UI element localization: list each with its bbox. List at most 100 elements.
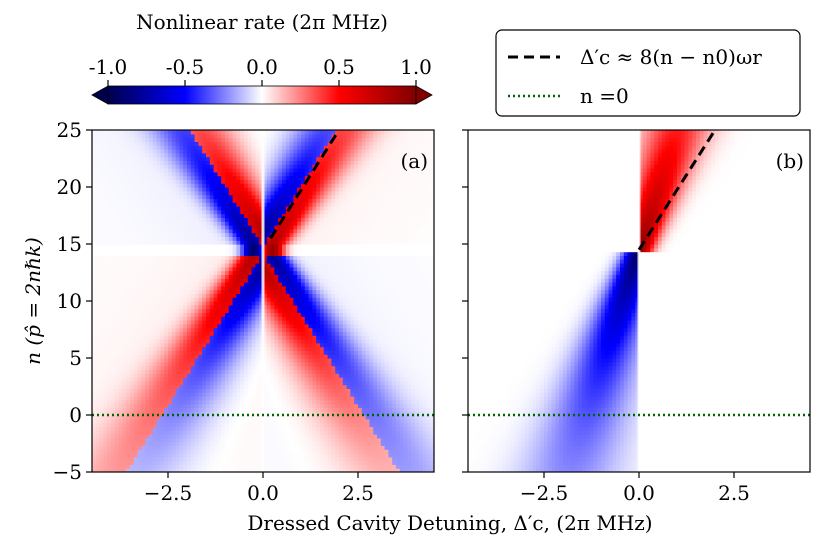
heatmap-cell xyxy=(236,130,241,135)
heatmap-cell xyxy=(274,384,279,389)
heatmap-cell xyxy=(160,301,165,306)
heatmap-cell xyxy=(95,247,101,253)
heatmap-cell xyxy=(240,217,245,222)
heatmap-cell xyxy=(99,270,104,275)
heatmap-cell xyxy=(244,255,249,260)
heatmap-cell xyxy=(285,320,291,325)
heatmap-cell xyxy=(156,156,161,161)
heatmap-cell xyxy=(152,316,158,321)
heatmap-cell xyxy=(187,209,192,215)
heatmap-cell xyxy=(149,441,154,446)
heatmap-cell xyxy=(95,434,101,439)
heatmap-cell xyxy=(213,282,218,287)
heatmap-cell xyxy=(118,327,123,332)
heatmap-cell xyxy=(266,209,272,215)
heatmap-cell xyxy=(236,187,241,192)
heatmap-cell xyxy=(137,255,142,260)
heatmap-cell xyxy=(289,293,294,298)
heatmap-cell xyxy=(259,133,264,139)
heatmap-cell xyxy=(168,190,173,196)
heatmap-cell xyxy=(152,156,158,161)
heatmap-cell xyxy=(209,209,215,215)
heatmap-cell xyxy=(198,145,203,150)
heatmap-cell xyxy=(247,342,253,348)
heatmap-cell xyxy=(171,350,177,355)
heatmap-cell xyxy=(168,449,173,454)
heatmap-cell xyxy=(266,350,272,355)
heatmap-cell xyxy=(114,399,120,405)
heatmap-cell xyxy=(244,141,249,146)
heatmap-cell xyxy=(92,183,97,188)
heatmap-cell xyxy=(164,449,169,454)
heatmap-cell xyxy=(141,384,146,389)
heatmap-cell xyxy=(145,422,150,427)
heatmap-cell xyxy=(301,445,306,450)
heatmap-cell xyxy=(168,418,173,424)
heatmap-cell xyxy=(160,403,165,408)
heatmap-cell xyxy=(259,217,264,222)
heatmap-cell xyxy=(114,411,120,416)
heatmap-cell xyxy=(152,213,158,218)
heatmap-cell xyxy=(282,247,287,253)
heatmap-cell xyxy=(149,373,154,378)
heatmap-cell xyxy=(190,190,196,196)
heatmap-cell xyxy=(236,164,241,169)
heatmap-cell xyxy=(251,342,256,348)
heatmap-cell xyxy=(126,228,131,234)
heatmap-cell xyxy=(285,168,291,173)
heatmap-cell xyxy=(126,217,131,222)
heatmap-cell xyxy=(190,339,196,344)
heatmap-cell xyxy=(270,160,275,165)
heatmap-cell xyxy=(297,175,302,180)
heatmap-cell xyxy=(206,422,211,427)
heatmap-cell xyxy=(160,339,165,344)
heatmap-cell xyxy=(149,244,154,249)
heatmap-cell xyxy=(274,266,279,272)
heatmap-cell xyxy=(118,244,123,249)
heatmap-cell xyxy=(263,274,268,279)
heatmap-cell xyxy=(217,164,222,169)
heatmap-cell xyxy=(240,392,245,397)
heatmap-cell xyxy=(255,130,260,135)
heatmap-cell xyxy=(198,179,203,184)
heatmap-cell xyxy=(152,244,158,249)
heatmap-cell xyxy=(99,171,104,177)
heatmap-cell xyxy=(266,247,272,253)
heatmap-cell xyxy=(149,293,154,298)
heatmap-cell xyxy=(244,289,249,294)
heatmap-cell xyxy=(255,468,260,472)
heatmap-cell xyxy=(171,388,177,393)
heatmap-cell xyxy=(293,445,298,450)
heatmap-cell xyxy=(190,346,196,351)
heatmap-cell xyxy=(149,301,154,306)
heatmap-cell xyxy=(236,301,241,306)
heatmap-cell xyxy=(278,301,283,306)
heatmap-cell xyxy=(282,331,287,336)
heatmap-cell xyxy=(190,209,196,215)
heatmap-cell xyxy=(118,152,123,158)
heatmap-cell xyxy=(95,384,101,389)
heatmap-cell xyxy=(99,164,104,169)
heatmap-cell xyxy=(133,415,139,420)
heatmap-cell xyxy=(282,164,287,169)
heatmap-cell xyxy=(99,327,104,332)
heatmap-cell xyxy=(141,335,146,340)
heatmap-cell xyxy=(179,418,184,424)
heatmap-cell xyxy=(259,198,264,203)
heatmap-cell xyxy=(232,350,237,355)
heatmap-cell xyxy=(236,346,241,351)
heatmap-cell xyxy=(164,312,169,317)
heatmap-cell xyxy=(266,422,272,427)
heatmap-cell xyxy=(217,263,222,268)
heatmap-cell xyxy=(118,308,123,313)
heatmap-cell xyxy=(149,221,154,226)
heatmap-cell xyxy=(133,255,139,260)
heatmap-cell xyxy=(285,183,291,188)
heatmap-cell xyxy=(209,415,215,420)
heatmap-cell xyxy=(111,396,116,401)
heatmap-cell xyxy=(259,247,264,253)
heatmap-cell xyxy=(255,350,260,355)
heatmap-cell xyxy=(126,137,131,142)
heatmap-cell xyxy=(206,175,211,180)
heatmap-cell xyxy=(278,392,283,397)
